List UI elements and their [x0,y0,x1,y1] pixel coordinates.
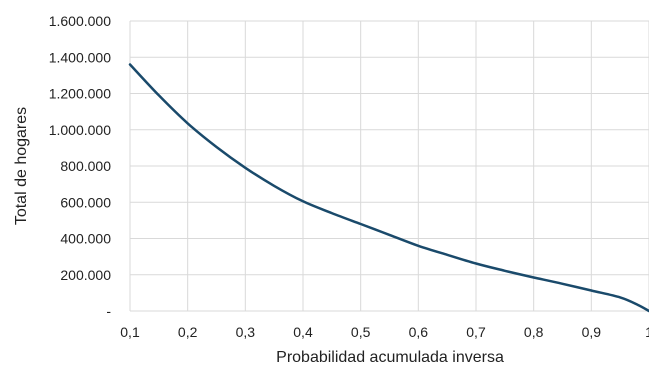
y-axis-title: Total de hogares [13,107,30,225]
x-tick-label: 0,8 [524,324,544,340]
x-axis-ticks: 0,1 0,2 0,3 0,4 0,5 0,6 0,7 0,8 0,9 1 [120,324,649,340]
y-tick-label: 1.600.000 [49,13,111,29]
y-tick-label: 600.000 [60,194,111,210]
x-tick-label: 0,5 [351,324,371,340]
y-tick-label: - [106,303,111,319]
series-layer [128,63,649,313]
x-tick-label: 0,7 [466,324,486,340]
y-tick-label: 1.400.000 [49,49,111,65]
x-tick-label: 1 [645,324,649,340]
y-tick-label: 400.000 [60,231,111,247]
x-tick-label: 0,3 [236,324,256,340]
x-tick-label: 0,6 [409,324,429,340]
x-tick-label: 0,1 [120,324,140,340]
series-line [128,63,649,313]
y-axis-ticks: - 200.000 400.000 600.000 800.000 1.000.000 1.… [49,13,112,319]
y-tick-label: 800.000 [60,158,111,174]
grid [129,20,649,312]
x-axis-title: Probabilidad acumulada inversa [276,349,504,366]
x-tick-label: 0,2 [178,324,198,340]
y-tick-label: 1.200.000 [49,86,111,102]
x-tick-label: 0,9 [582,324,602,340]
y-tick-label: 1.000.000 [49,122,111,138]
x-tick-label: 0,4 [293,324,313,340]
y-tick-label: 200.000 [60,267,111,283]
